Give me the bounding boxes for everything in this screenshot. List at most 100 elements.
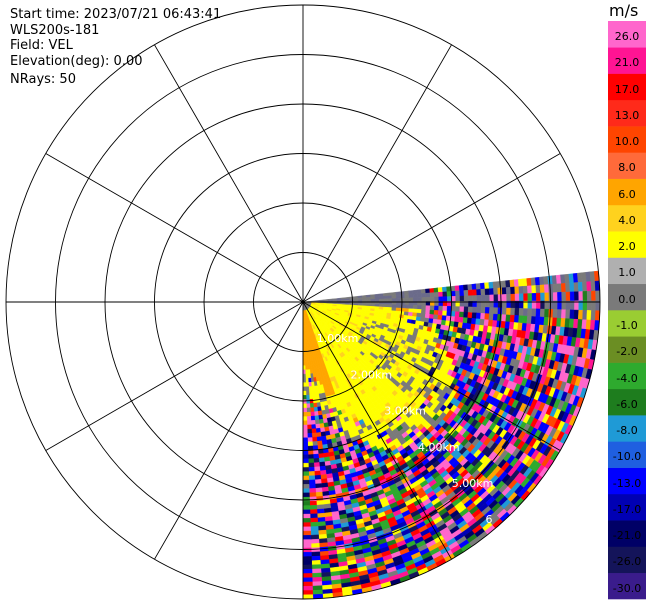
velocity-cell — [561, 309, 567, 319]
velocity-cell — [310, 547, 321, 553]
velocity-cell — [421, 292, 427, 298]
velocity-cell — [591, 290, 597, 301]
colorbar-tick-label: 13.0 — [614, 108, 640, 122]
velocity-cell — [421, 305, 427, 310]
velocity-cell — [307, 365, 311, 370]
velocity-cell — [313, 411, 319, 417]
colorbar-tick-label: -1.0 — [616, 319, 638, 332]
velocity-cell — [312, 589, 323, 595]
velocity-cell — [459, 295, 465, 302]
velocity-cell — [314, 419, 320, 425]
velocity-cell — [302, 458, 309, 464]
velocity-cell — [586, 290, 592, 301]
velocity-cell — [391, 298, 397, 302]
colorbar-tick-label: -30.0 — [612, 581, 642, 595]
colorbar-segment — [608, 204, 646, 232]
velocity-cell — [466, 317, 473, 325]
velocity-cell — [438, 296, 444, 302]
velocity-cell — [420, 313, 426, 319]
azimuth-spoke — [45, 301, 304, 451]
velocity-cell — [484, 282, 490, 290]
velocity-cell — [480, 306, 486, 314]
velocity-cell — [311, 555, 321, 561]
velocity-cell — [467, 306, 473, 313]
velocity-cell — [311, 572, 322, 578]
velocity-cell — [496, 280, 503, 289]
velocity-cell — [396, 298, 401, 302]
colorbar-tick-label: 26.0 — [614, 30, 640, 43]
velocity-cell — [314, 470, 321, 476]
velocity-cell — [510, 293, 516, 302]
velocity-cell — [306, 403, 311, 409]
velocity-cell — [309, 509, 318, 515]
velocity-cell — [472, 295, 478, 302]
velocity-cell — [424, 313, 430, 319]
velocity-cell — [399, 307, 405, 313]
velocity-cell — [310, 534, 320, 540]
velocity-cell — [395, 291, 401, 296]
velocity-cell — [314, 483, 322, 489]
velocity-cell — [569, 291, 575, 302]
velocity-cell — [399, 291, 405, 296]
velocity-cell — [501, 314, 507, 322]
velocity-cell — [454, 316, 460, 323]
velocity-cell — [302, 403, 307, 409]
velocity-cell — [318, 453, 325, 459]
velocity-cell — [476, 295, 482, 302]
colorbar-tick-label: -4.0 — [616, 371, 638, 385]
velocity-cell — [302, 395, 307, 400]
velocity-cell — [404, 304, 410, 309]
velocity-cell — [433, 310, 439, 316]
azimuth-spoke — [302, 44, 452, 303]
velocity-cell — [310, 543, 320, 549]
range-ring-label: 1.00km — [317, 332, 359, 345]
velocity-cell — [425, 309, 431, 315]
velocity-cell — [318, 461, 326, 467]
velocity-cell — [316, 406, 322, 412]
velocity-cell — [590, 280, 596, 292]
velocity-cell — [308, 466, 315, 472]
velocity-cell — [309, 403, 314, 409]
velocity-cell — [446, 305, 452, 312]
velocity-cell — [420, 309, 427, 315]
velocity-cell — [308, 479, 316, 485]
velocity-cell — [556, 309, 562, 319]
velocity-cell — [527, 293, 533, 302]
colorbar-segment — [608, 493, 646, 521]
velocity-cell — [548, 283, 554, 293]
colorbar-tick-label: -6.0 — [616, 397, 638, 411]
velocity-cell — [400, 304, 406, 309]
velocity-cell — [312, 453, 320, 459]
colorbar-segment — [608, 415, 646, 442]
velocity-cell — [349, 299, 355, 302]
velocity-cell — [302, 445, 309, 451]
velocity-cell — [471, 312, 477, 319]
velocity-cell — [428, 313, 435, 320]
velocity-cell — [468, 295, 473, 302]
velocity-cell — [374, 296, 380, 300]
velocity-cell — [302, 479, 310, 485]
velocity-cell — [526, 277, 532, 287]
velocity-cell — [310, 411, 315, 417]
velocity-cell — [438, 291, 444, 298]
azimuth-spokes — [6, 5, 600, 599]
velocity-cell — [514, 286, 520, 295]
velocity-cell — [458, 316, 464, 324]
velocity-cell — [302, 412, 308, 417]
velocity-cell — [523, 293, 529, 302]
colorbar-tick-label: 6.0 — [618, 187, 636, 201]
velocity-cell — [535, 308, 541, 318]
velocity-cell — [556, 283, 562, 293]
velocity-cell — [573, 309, 579, 320]
velocity-cell — [501, 287, 507, 295]
velocity-cell — [510, 286, 516, 295]
velocity-cell — [450, 306, 456, 312]
velocity-cell — [493, 287, 499, 296]
velocity-cell — [518, 308, 524, 317]
velocity-cell — [531, 292, 537, 302]
velocity-cell — [391, 304, 397, 309]
velocity-cell — [302, 543, 312, 549]
velocity-cell — [527, 308, 533, 317]
velocity-cell — [425, 296, 431, 302]
velocity-cell — [459, 306, 465, 313]
